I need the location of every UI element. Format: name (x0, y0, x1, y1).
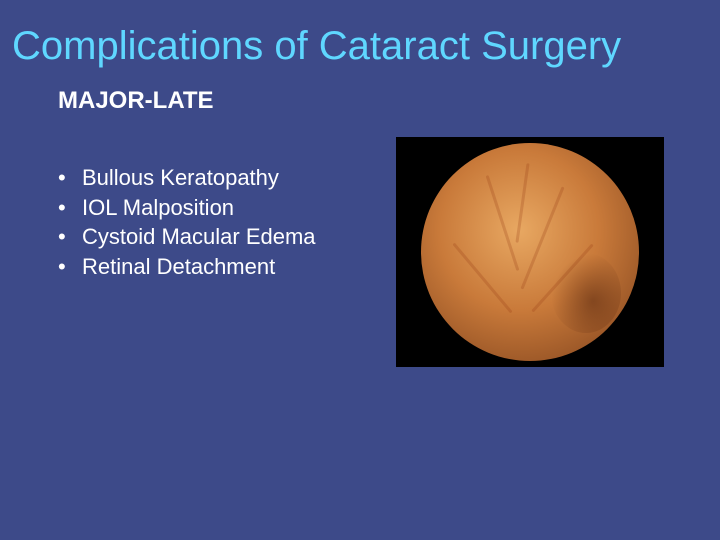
fundus-image-box (396, 137, 664, 367)
content-row: • Bullous Keratopathy • IOL Malposition … (0, 115, 720, 367)
list-item: • IOL Malposition (48, 193, 388, 223)
bullet-text: Cystoid Macular Edema (82, 222, 316, 252)
list-item: • Retinal Detachment (48, 252, 388, 282)
bullet-dot: • (48, 252, 82, 282)
bullet-text: Retinal Detachment (82, 252, 275, 282)
list-item: • Bullous Keratopathy (48, 163, 388, 193)
slide-subtitle: MAJOR-LATE (0, 77, 720, 115)
bullet-text: Bullous Keratopathy (82, 163, 279, 193)
bullet-dot: • (48, 193, 82, 223)
bullet-text: IOL Malposition (82, 193, 234, 223)
fundus-photograph (421, 143, 639, 361)
slide: Complications of Cataract Surgery MAJOR-… (0, 0, 720, 540)
bullet-dot: • (48, 222, 82, 252)
list-item: • Cystoid Macular Edema (48, 222, 388, 252)
bullet-list: • Bullous Keratopathy • IOL Malposition … (48, 163, 388, 282)
slide-title: Complications of Cataract Surgery (0, 0, 720, 77)
bullet-dot: • (48, 163, 82, 193)
